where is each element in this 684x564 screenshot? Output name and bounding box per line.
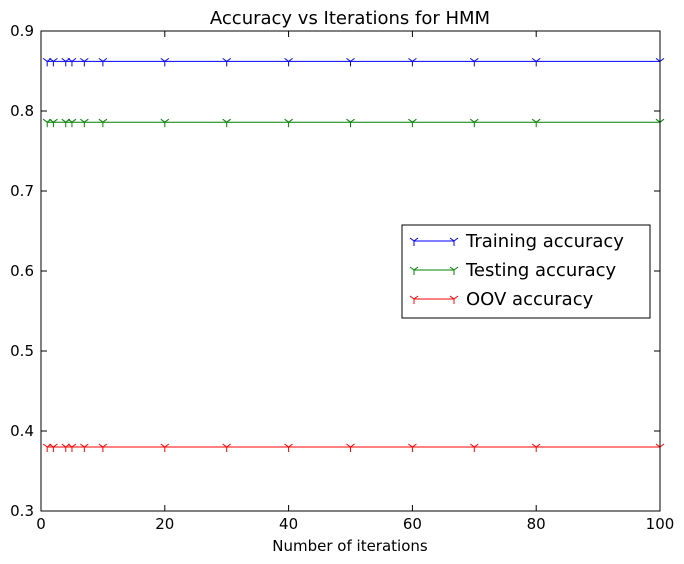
data-point <box>469 58 479 67</box>
x-tick-label: 20 <box>155 515 174 533</box>
y-tick-label: 0.9 <box>10 22 34 40</box>
data-point <box>160 443 170 452</box>
legend-marker <box>449 295 459 304</box>
y-tick-label: 0.5 <box>10 342 34 360</box>
y-tick-label: 0.3 <box>10 502 34 520</box>
ticks-layer: 0 20 40 60 80 100 0.3 0.4 0.5 0.6 0.7 0.8 0.9 <box>10 22 674 533</box>
series-2 <box>42 118 665 128</box>
y-tick-label: 0.4 <box>10 422 34 440</box>
data-point <box>160 58 170 67</box>
legend-marker <box>409 266 419 275</box>
legend-label: Training accuracy <box>465 231 624 252</box>
data-point <box>67 58 77 67</box>
data-point <box>284 58 293 67</box>
legend-label: OOV accuracy <box>466 289 594 310</box>
legend-marker <box>409 237 419 246</box>
data-point <box>531 58 541 67</box>
legend-entry: Testing accuracy <box>409 260 617 281</box>
data-point <box>98 443 108 452</box>
x-tick-label: 40 <box>279 515 298 533</box>
data-point <box>284 118 293 128</box>
chart-title: Accuracy vs Iterations for HMM <box>210 8 490 29</box>
series-layer <box>42 58 665 452</box>
data-point <box>49 58 58 67</box>
data-point <box>98 118 108 128</box>
data-point <box>80 118 89 128</box>
data-point <box>42 118 52 128</box>
data-point <box>408 118 417 128</box>
data-point <box>284 443 293 452</box>
x-tick-label: 0 <box>36 515 46 533</box>
data-point <box>42 58 52 67</box>
data-point <box>160 118 170 128</box>
data-point <box>42 443 52 452</box>
y-tick-label: 0.7 <box>10 182 34 200</box>
data-point <box>222 58 231 67</box>
data-point <box>49 443 58 452</box>
x-tick-label: 80 <box>527 515 546 533</box>
data-point <box>80 443 89 452</box>
data-point <box>531 118 541 128</box>
series-1 <box>42 58 665 67</box>
legend-marker <box>449 237 459 246</box>
series-3 <box>42 443 665 452</box>
data-point <box>346 58 355 67</box>
data-point <box>49 118 58 128</box>
data-point <box>61 118 71 128</box>
legend-marker <box>409 295 419 304</box>
data-point <box>67 443 77 452</box>
data-point <box>80 58 89 67</box>
data-point <box>67 118 77 128</box>
legend-entry: Training accuracy <box>409 231 624 252</box>
data-point <box>98 58 108 67</box>
data-point <box>61 58 71 67</box>
data-point <box>531 443 541 452</box>
x-tick-label: 100 <box>646 515 675 533</box>
data-point <box>408 58 417 67</box>
y-tick-label: 0.8 <box>10 102 34 120</box>
data-point <box>222 118 231 128</box>
legend-marker <box>449 266 459 275</box>
legend-label: Testing accuracy <box>465 260 617 281</box>
data-point <box>346 118 355 128</box>
data-point <box>61 443 71 452</box>
data-point <box>469 118 479 128</box>
legend: Training accuracy Testing accuracy OOV acc… <box>401 224 651 319</box>
y-tick-label: 0.6 <box>10 262 34 280</box>
data-point <box>408 443 417 452</box>
data-point <box>222 443 231 452</box>
x-axis-label: Number of iterations <box>272 537 428 555</box>
data-point <box>346 443 355 452</box>
data-point <box>469 443 479 452</box>
legend-entry: OOV accuracy <box>409 289 594 310</box>
x-tick-label: 60 <box>403 515 422 533</box>
